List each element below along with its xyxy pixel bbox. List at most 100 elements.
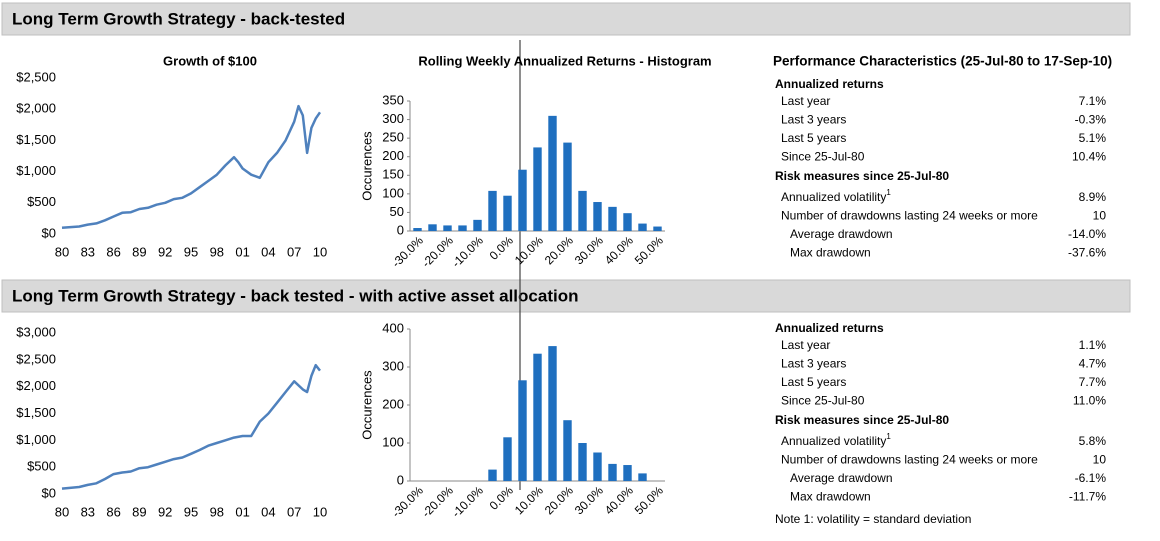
bar — [518, 380, 527, 481]
y-axis-label: Occurences — [359, 131, 374, 201]
row-value: 11.0% — [1073, 394, 1106, 408]
x-tick-label: -10.0% — [449, 483, 486, 520]
y-tick-label: $2,000 — [16, 101, 56, 116]
x-tick-label: 10.0% — [512, 483, 546, 517]
row-label-text: Since 25-Jul-80 — [781, 394, 865, 408]
row-label: Average drawdown — [790, 227, 893, 241]
y-tick-label: $3,000 — [16, 324, 56, 339]
row-label-text: Max drawdown — [790, 490, 871, 504]
x-tick-label: 86 — [106, 244, 120, 259]
x-tick-label: 92 — [158, 504, 172, 519]
y-tick-label: 200 — [382, 148, 404, 163]
bar — [563, 142, 572, 231]
x-tick-label: -30.0% — [389, 483, 426, 520]
y-tick-label: 0 — [397, 472, 404, 487]
bar — [623, 213, 632, 231]
row-value: 10 — [1093, 209, 1107, 223]
bar — [548, 346, 557, 481]
x-tick-label: 83 — [81, 244, 95, 259]
bar — [638, 223, 647, 231]
bar — [593, 452, 602, 481]
x-tick-label: 89 — [132, 504, 146, 519]
row-label-text: Max drawdown — [790, 246, 871, 260]
chart-title: Growth of $100 — [163, 53, 257, 68]
x-tick-label: 83 — [81, 504, 95, 519]
bar — [638, 473, 647, 481]
bar — [578, 190, 587, 231]
x-tick-label: 40.0% — [602, 483, 636, 517]
row-value: -11.7% — [1069, 490, 1106, 504]
growth-line — [61, 104, 322, 230]
x-tick-label: 80 — [55, 244, 69, 259]
bar — [533, 353, 542, 481]
row-label-text: Last year — [781, 338, 830, 352]
y-tick-label: 200 — [382, 396, 404, 411]
x-tick-label: -20.0% — [419, 483, 456, 520]
y-tick-label: 100 — [382, 185, 404, 200]
row-label-text: Last 5 years — [781, 131, 846, 145]
row-label: Last 5 years — [781, 131, 846, 145]
x-tick-label: 01 — [235, 244, 249, 259]
y-tick-label: $1,500 — [16, 132, 56, 147]
x-tick-label: 10 — [313, 504, 327, 519]
row-value: 7.1% — [1079, 94, 1107, 108]
bar — [488, 190, 497, 231]
row-label: Last year — [781, 338, 830, 352]
bar — [503, 437, 512, 481]
bar — [458, 225, 467, 231]
row-label-text: Last 3 years — [781, 113, 846, 127]
bar — [608, 463, 617, 481]
row-label: Max drawdown — [790, 246, 871, 260]
row-label: Number of drawdowns lasting 24 weeks or … — [781, 209, 1038, 223]
x-tick-label: 89 — [132, 244, 146, 259]
row-label-text: Average drawdown — [790, 471, 893, 485]
bar — [503, 195, 512, 231]
x-tick-label: 30.0% — [572, 233, 606, 267]
row-label: Annualized volatility1 — [781, 188, 891, 204]
x-tick-label: 50.0% — [632, 233, 666, 267]
chart-title: Rolling Weekly Annualized Returns - Hist… — [418, 53, 711, 68]
x-tick-label: 07 — [287, 504, 301, 519]
bar — [428, 224, 437, 231]
x-tick-label: 50.0% — [632, 483, 666, 517]
superscript: 1 — [886, 188, 891, 197]
section-banner — [1, 2, 1131, 36]
row-label: Last 3 years — [781, 113, 846, 127]
x-tick-label: 86 — [106, 504, 120, 519]
row-label-text: Last 5 years — [781, 375, 846, 389]
group-heading: Annualized returns — [775, 77, 884, 91]
group-heading: Risk measures since 25-Jul-80 — [775, 169, 949, 183]
row-value: 8.9% — [1079, 190, 1107, 204]
x-tick-label: 04 — [261, 244, 275, 259]
x-tick-label: 98 — [210, 244, 224, 259]
y-tick-label: 400 — [382, 320, 404, 335]
y-tick-label: $1,000 — [16, 163, 56, 178]
x-tick-label: 40.0% — [602, 233, 636, 267]
row-label: Max drawdown — [790, 490, 871, 504]
y-tick-label: $0 — [42, 225, 56, 240]
x-tick-label: 07 — [287, 244, 301, 259]
row-value: 10.4% — [1072, 150, 1106, 164]
x-tick-label: -20.0% — [419, 233, 456, 270]
group-heading: Annualized returns — [775, 321, 884, 335]
row-value: 1.1% — [1079, 338, 1107, 352]
bar — [518, 169, 527, 231]
row-value: -37.6% — [1068, 246, 1106, 260]
section-title: Long Term Growth Strategy - back tested … — [12, 286, 578, 305]
row-value: 5.8% — [1079, 434, 1107, 448]
bar — [578, 443, 587, 481]
y-tick-label: 0 — [397, 222, 404, 237]
bar — [563, 420, 572, 481]
footnote: Note 1: volatility = standard deviation — [775, 512, 971, 526]
bar — [413, 228, 422, 231]
section-title: Long Term Growth Strategy - back-tested — [12, 9, 345, 28]
y-tick-label: $1,000 — [16, 432, 56, 447]
section-banner — [1, 279, 1131, 313]
row-label-text: Since 25-Jul-80 — [781, 150, 865, 164]
y-tick-label: $2,000 — [16, 378, 56, 393]
row-label: Last year — [781, 94, 830, 108]
row-label-text: Number of drawdowns lasting 24 weeks or … — [781, 209, 1038, 223]
y-tick-label: $2,500 — [16, 351, 56, 366]
x-tick-label: 10 — [313, 244, 327, 259]
